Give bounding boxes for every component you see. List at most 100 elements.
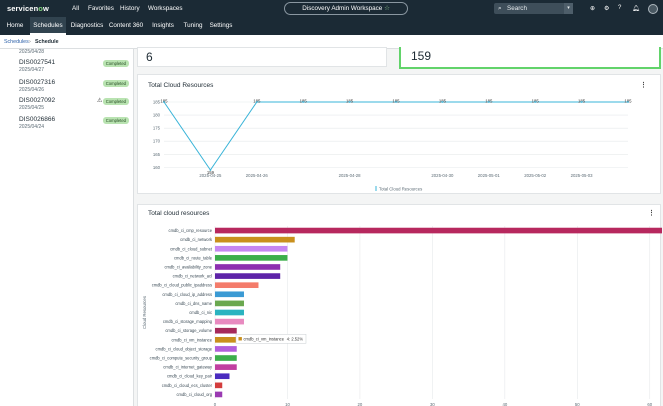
y-tick-label: 170 [153,139,161,144]
data-point[interactable] [302,101,305,103]
help-icon[interactable]: ? [618,5,622,11]
x-tick-label: 2025-04-28 [339,173,362,178]
servicenow-logo[interactable]: servicenow [7,4,49,13]
data-point[interactable] [163,101,165,103]
x-tick-label: 10 [285,402,290,406]
nav-all[interactable]: All [72,5,79,12]
workspace-tabs: Home Schedules Diagnostics Content 360 I… [0,17,663,35]
list-item[interactable]: DIS0027092 2025/04/25 ⚠ Completed [19,97,131,111]
category-label: cmdb_ci_cloud_ip_address [162,292,212,297]
schedule-date: 2025/04/26 [19,87,45,93]
globe-icon[interactable]: ⊕ [590,6,596,12]
data-point[interactable] [441,101,444,103]
data-point[interactable] [534,101,537,103]
list-item[interactable]: DIS0027316 2025/04/26 Completed [19,79,131,93]
schedule-date: 2025/04/27 [19,67,45,73]
category-label: cmdb_ci_cmp_resource [169,228,213,233]
data-point[interactable] [348,101,351,103]
tab-home[interactable]: Home [6,22,24,29]
category-label: cmdb_ci_storage_mapping [163,319,213,324]
data-label: 159 [207,170,215,175]
data-label: 185 [485,99,493,104]
line-chart-card: Total Cloud Resources ⋮ 160 165 170 175 180 1… [137,74,661,194]
bell-icon[interactable]: 🔔︎ [632,6,640,12]
data-label: 185 [624,99,632,104]
y-tick-label: 175 [153,126,161,131]
bar-cmdb-ci-cmp-resource[interactable] [215,227,662,234]
y-tick-label: 165 [153,152,161,157]
tab-tuning[interactable]: Tuning [183,22,203,29]
nav-workspaces[interactable]: Workspaces [148,5,183,12]
bar-chart-card: Total cloud resources ⋮ 0 10 20 30 40 50 60 cmd… [137,204,662,406]
bar-cmdb-ci-network-acl[interactable] [215,273,281,279]
bar-cmdb-ci-vm-instance[interactable] [215,336,244,343]
schedule-id: DIS0027316 [19,79,56,86]
data-label: 185 [439,99,447,104]
bar-cmdb-ci-route-table[interactable] [215,255,288,261]
bar-cmdb-ci-compute-security-group[interactable] [215,355,237,361]
tooltip-background [235,334,307,344]
bar-cmdb-ci-cloud-subnet[interactable] [215,245,288,252]
data-point[interactable] [255,101,258,103]
bar-cmdb-ci-storage-mapping[interactable] [215,318,244,325]
bar-cmdb-ci-network[interactable] [215,236,295,243]
bar-cmdb-ci-cloud-object-storage[interactable] [215,346,237,352]
data-point[interactable] [487,101,490,103]
top-navigation-bar: servicenow All Favorites History Workspa… [0,0,663,17]
status-badge: Completed [102,60,129,67]
bar-cmdb-ci-cloud-key-pair[interactable] [215,373,230,380]
bar-cmdb-ci-availability-zone[interactable] [215,264,281,270]
x-tick-label: 2025-05-03 [571,173,594,178]
data-point[interactable] [209,169,212,171]
tooltip-value: 4: 2.52% [287,336,304,341]
category-label: cmdb_ci_internet_gateway [163,365,213,370]
search-icon: ⌕ [498,5,502,12]
status-badge: Completed [102,98,129,105]
chevron-down-icon[interactable]: ▾ [564,3,573,14]
star-icon[interactable]: ☆ [384,5,390,12]
tab-content-360[interactable]: Content 360 [108,22,144,29]
tooltip-swatch [238,337,242,341]
x-tick-label: 2025-04-25 [199,173,222,178]
data-point[interactable] [395,101,397,103]
list-item[interactable]: 2025/04/28 [19,48,131,55]
bar-cmdb-ci-nic[interactable] [215,309,244,316]
more-options-icon[interactable]: ⋮ [640,82,647,89]
admin-icon[interactable]: ⚙ [604,6,610,12]
avatar[interactable] [648,4,658,14]
bar-cmdb-ci-cloud-public-ipaddress[interactable] [215,282,259,289]
bar-cmdb-ci-dns-name[interactable] [215,300,244,307]
breadcrumb-schedules[interactable]: Schedules [4,39,29,45]
category-label: cmdb_ci_cloud_object_storage [156,346,213,351]
tab-diagnostics[interactable]: Diagnostics [70,22,104,29]
schedule-list: 2025/04/28 DIS0027541 2025/04/27 Complet… [0,49,134,406]
bar-cmdb-ci-storage-volume[interactable] [215,327,237,334]
tab-schedules[interactable]: Schedules [30,17,66,35]
x-tick-label: 60 [647,402,652,406]
more-options-icon[interactable]: ⋮ [648,210,655,217]
data-point[interactable] [627,101,629,103]
bar-cmdb-ci-cloud-ecs-cluster[interactable] [215,382,223,389]
bar-cmdb-ci-cloud-ip-address[interactable] [215,291,244,298]
bar-cmdb-ci-internet-gateway[interactable] [215,364,237,370]
list-item[interactable]: DIS0027541 2025/04/27 Completed [19,59,131,73]
workspace-title: Discovery Admin Workspace [302,5,383,12]
x-tick-label: 20 [358,402,363,406]
tab-insights[interactable]: Insights [152,22,174,29]
nav-favorites[interactable]: Favorites [88,5,114,12]
schedule-date: 2025/04/24 [19,124,45,130]
bar-cmdb-ci-cloud-org[interactable] [215,391,223,398]
data-point[interactable] [580,101,583,103]
category-label: cmdb_ci_storage_volume [165,328,212,333]
workspace-pill[interactable]: Discovery Admin Workspace ☆ [284,2,408,15]
x-tick-label: 2025-04-26 [246,173,269,178]
category-label: cmdb_ci_cloud_org [176,392,212,397]
tab-settings[interactable]: Settings [209,22,233,29]
nav-history[interactable]: History [120,5,140,12]
global-search-input[interactable]: ⌕ Search ▾ [494,3,573,14]
schedule-date: 2025/04/25 [19,105,45,111]
x-tick-label: 40 [502,402,507,406]
list-item[interactable]: DIS0026866 2025/04/24 Completed [19,116,131,130]
legend-label[interactable]: Total Cloud Resources [379,187,422,192]
